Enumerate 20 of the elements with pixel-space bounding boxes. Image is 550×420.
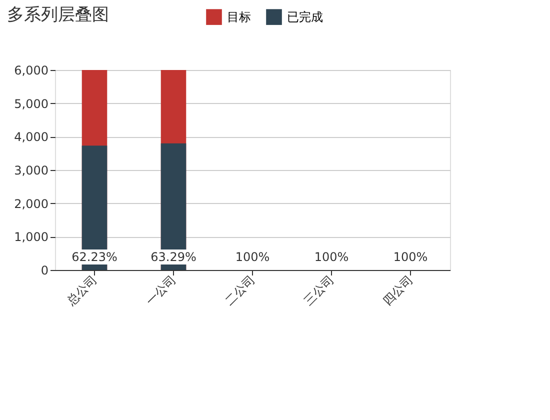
y-tick-label: 4,000 (14, 130, 48, 144)
annotation: 100% (393, 250, 428, 264)
annotation: 62.23% (72, 250, 118, 264)
x-tick-label: 一公司 (143, 272, 178, 308)
legend-label: 目标 (227, 10, 251, 24)
x-tick-label: 四公司 (380, 272, 416, 308)
annotation: 100% (235, 250, 270, 264)
y-tick-label: 0 (40, 264, 48, 278)
y-tick-label: 1,000 (14, 230, 48, 244)
y-tick-label: 2,000 (14, 196, 48, 211)
y-tick-label: 3,000 (14, 164, 48, 178)
x-tick-label: 二公司 (222, 272, 258, 308)
annotation: 63.29% (150, 250, 196, 264)
annotation: 100% (314, 250, 349, 264)
y-tick-label: 6,000 (14, 64, 48, 78)
x-tick-label: 三公司 (301, 272, 336, 308)
y-tick-label: 5,000 (14, 96, 48, 111)
legend-label: 已完成 (287, 10, 323, 24)
x-tick-label: 总公司 (63, 272, 100, 309)
chart-title: 多系列层叠图 (7, 5, 109, 25)
